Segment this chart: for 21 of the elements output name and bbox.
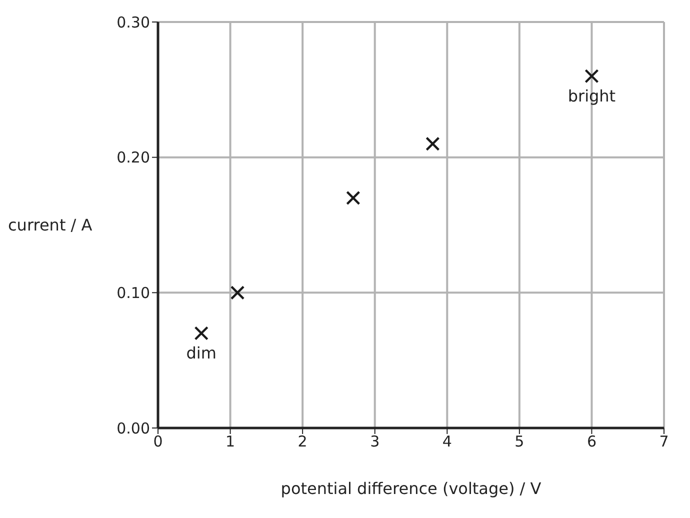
point bbox=[194, 326, 208, 340]
y-axis-title: current / A bbox=[8, 216, 92, 235]
point bbox=[426, 136, 440, 151]
x-tick-label: 7 bbox=[659, 432, 669, 451]
x-axis-title: potential difference (voltage) / V bbox=[280, 479, 542, 498]
point bbox=[346, 190, 360, 206]
x-tick-label: 1 bbox=[226, 432, 236, 451]
point bbox=[230, 286, 245, 300]
x-tick-label: 0 bbox=[153, 432, 163, 451]
point bbox=[584, 69, 599, 84]
x-tick-label: 5 bbox=[514, 432, 524, 451]
x-tick-label: 2 bbox=[298, 432, 308, 451]
y-tick-label: 0.30 bbox=[116, 13, 150, 32]
y-tick-label: 0.20 bbox=[116, 148, 150, 167]
x-tick-label: 6 bbox=[586, 432, 596, 451]
annotation: bright bbox=[568, 86, 616, 106]
x-tick-label: 3 bbox=[370, 432, 380, 451]
x-tick-label: 4 bbox=[442, 432, 452, 451]
annotation: dim bbox=[186, 344, 216, 363]
y-tick-label: 0.00 bbox=[116, 419, 150, 438]
y-tick-label: 0.10 bbox=[116, 284, 150, 302]
